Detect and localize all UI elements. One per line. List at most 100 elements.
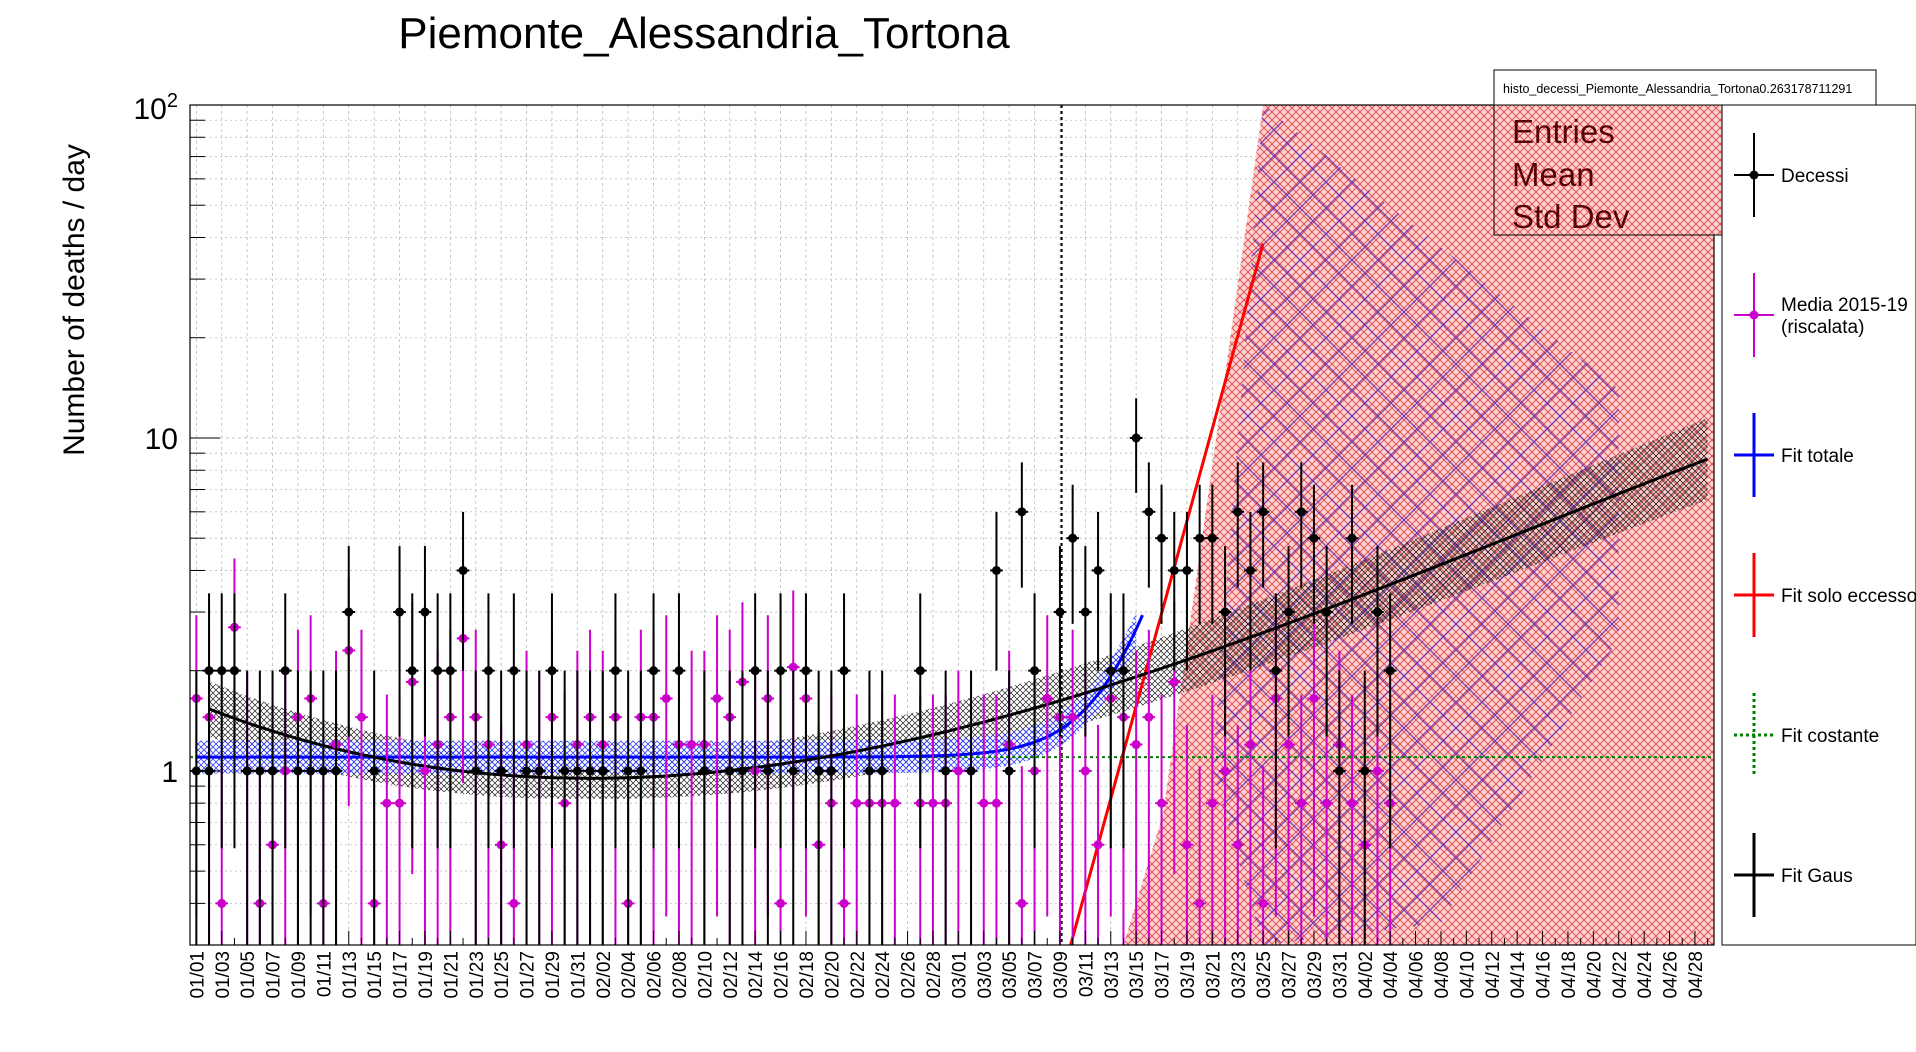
decessi-marker (572, 766, 582, 776)
uncertainty-bands (196, 105, 1714, 945)
decessi-point (1358, 670, 1372, 945)
stats-stddev-label: Std Dev (1512, 198, 1630, 235)
decessi-marker (496, 766, 506, 776)
media-marker (712, 693, 722, 703)
media-point (1345, 694, 1359, 945)
decessi-point (1256, 462, 1270, 588)
decessi-marker (1322, 607, 1332, 617)
decessi-point (545, 593, 559, 849)
decessi-point (913, 593, 927, 849)
x-tick-label: 01/31 (568, 951, 589, 999)
decessi-point (291, 670, 305, 945)
decessi-marker (522, 766, 532, 776)
decessi-point (786, 670, 800, 945)
decessi-point (1383, 593, 1397, 849)
legend-label: Decessi (1781, 166, 1849, 187)
decessi-marker (534, 766, 544, 776)
legend-entry: Decessi (1734, 133, 1849, 217)
decessi-point (672, 593, 686, 849)
decessi-point (393, 546, 406, 737)
decessi-point (1117, 593, 1130, 849)
media-marker (1144, 712, 1154, 722)
x-tick-label: 02/02 (594, 951, 615, 999)
decessi-point (1244, 511, 1257, 671)
media-marker (1322, 798, 1332, 808)
decessi-point (1066, 484, 1079, 624)
y-tick-label: 1 (161, 756, 178, 789)
media-marker (1157, 798, 1167, 808)
decessi-marker (839, 666, 849, 676)
decessi-marker (1296, 507, 1306, 517)
media-marker (1372, 766, 1382, 776)
media-point (888, 694, 902, 945)
media-marker (1258, 898, 1268, 908)
decessi-marker (1080, 607, 1090, 617)
decessi-point (304, 670, 317, 945)
decessi-point (1307, 484, 1321, 624)
x-tick-label: 04/16 (1534, 951, 1555, 999)
decessi-point (1104, 593, 1118, 849)
decessi-point (329, 670, 343, 945)
legend-marker (1749, 310, 1759, 320)
decessi-point (583, 670, 597, 945)
decessi-point (1155, 484, 1168, 624)
decessi-point (278, 593, 292, 849)
decessi-marker (1169, 565, 1179, 575)
decessi-marker (636, 766, 646, 776)
x-tick-label: 01/23 (467, 951, 488, 999)
decessi-point (253, 670, 267, 945)
decessi-marker (445, 666, 455, 676)
x-tick-label: 04/26 (1661, 951, 1682, 999)
media-point (1040, 615, 1054, 917)
decessi-point (647, 593, 660, 849)
decessi-point (482, 593, 495, 849)
decessi-marker (1030, 666, 1040, 676)
decessi-point (748, 593, 762, 849)
decessi-marker (1334, 766, 1344, 776)
decessi-marker (1271, 666, 1281, 676)
media-point (1231, 724, 1245, 945)
media-marker (687, 740, 697, 750)
media-point (1155, 694, 1168, 945)
decessi-point (774, 593, 787, 849)
decessi-marker (941, 766, 951, 776)
decessi-point (342, 546, 356, 737)
decessi-point (621, 670, 635, 945)
x-tick-label: 02/26 (899, 951, 920, 999)
decessi-point (317, 670, 330, 945)
decessi-marker (433, 666, 443, 676)
x-tick-label: 03/07 (1026, 951, 1047, 999)
x-tick-label: 03/05 (1000, 951, 1021, 999)
x-tick-label: 02/18 (797, 951, 818, 999)
decessi-point (405, 593, 419, 849)
decessi-point (723, 670, 737, 945)
decessi-point (228, 593, 241, 849)
media-point (659, 615, 673, 917)
decessi-point (1345, 484, 1359, 624)
decessi-marker (1245, 565, 1255, 575)
media-point (710, 615, 724, 917)
media-marker (1284, 740, 1294, 750)
decessi-point (558, 670, 571, 945)
decessi-point (799, 593, 813, 849)
decessi-point (698, 670, 711, 945)
x-tick-label: 01/05 (238, 951, 259, 999)
media-marker (953, 766, 963, 776)
decessi-marker (610, 666, 620, 676)
x-tick-label: 04/04 (1381, 951, 1402, 999)
decessi-marker (1385, 666, 1395, 676)
media-marker (661, 693, 671, 703)
decessi-point (596, 670, 610, 945)
decessi-point (1333, 670, 1346, 945)
legend-entry: Fit Gaus (1734, 833, 1853, 917)
decessi-marker (826, 766, 836, 776)
media-point (1294, 694, 1308, 945)
chart-title: Piemonte_Alessandria_Tortona (398, 9, 1010, 58)
decessi-marker (737, 766, 747, 776)
media-point (685, 650, 698, 945)
y-tick-label: 10 (145, 423, 178, 456)
decessi-marker (1157, 533, 1167, 543)
media-marker (395, 798, 405, 808)
decessi-marker (674, 666, 684, 676)
